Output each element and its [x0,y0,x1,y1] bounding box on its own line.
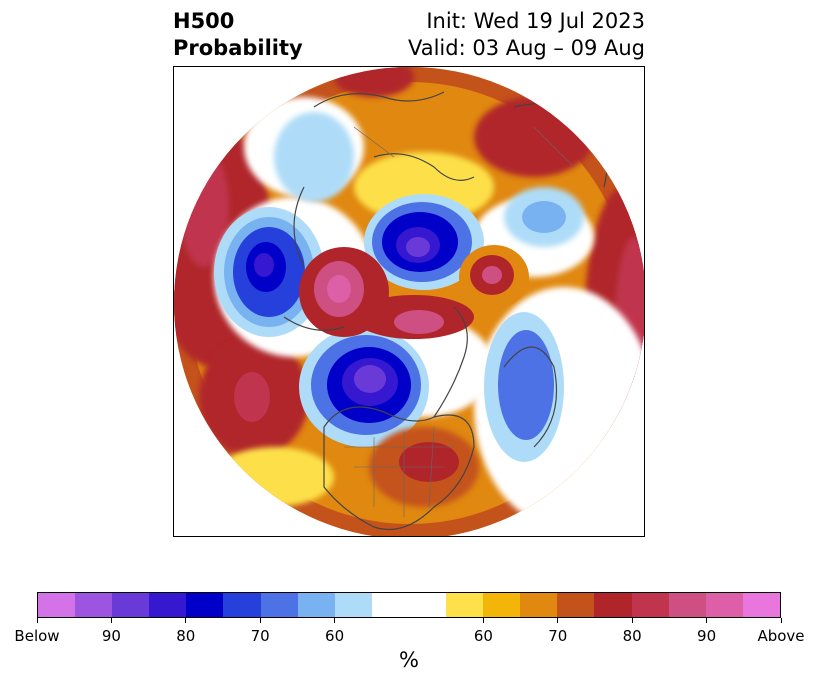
colorbar-segment [260,593,298,617]
probability-map-svg [174,67,644,536]
colorbar-tick-label: Below [14,627,60,645]
colorbar-segment [446,593,484,617]
colorbar-tick-label: 60 [325,627,345,645]
borders [344,126,575,517]
colorbar-tick-label: 80 [622,627,642,645]
colorbar-tick [185,618,187,623]
colorbar-unit: % [399,648,419,672]
colorbar-segment [705,593,743,617]
colorbar-tick-label: 80 [176,627,196,645]
colorbar-segment [408,593,447,617]
colorbar [37,592,781,618]
colorbar-segment [520,593,558,617]
valid-range: Valid: 03 Aug – 09 Aug [407,36,645,60]
colorbar-tick [482,618,484,623]
colorbar-segment [112,593,150,617]
colorbar-tick [631,618,633,623]
colorbar-tick-label: 60 [473,627,493,645]
colorbar-tick-label: 90 [697,627,717,645]
polar-map [173,66,645,537]
colorbar-tick [780,618,782,623]
colorbar-segment [75,593,113,617]
title-variable: H500 [173,9,235,33]
colorbar-tick-label: 90 [101,627,121,645]
colorbar-segment [557,593,595,617]
colorbar-tick [334,618,336,623]
colorbar-segment [668,593,706,617]
colorbar-tick-label: 70 [250,627,270,645]
colorbar-segment [371,593,409,617]
colorbar-segment [742,593,780,617]
colorbar-segment [334,593,372,617]
colorbar-segment [483,593,521,617]
colorbar-tick [706,618,708,623]
probability-field [174,67,644,536]
map-dates: Init: Wed 19 Jul 2023 Valid: 03 Aug – 09… [408,8,645,62]
colorbar-tick-label: Above [757,627,805,645]
colorbar-segment [631,593,669,617]
colorbar-segment [594,593,632,617]
title-product: Probability [173,36,303,60]
colorbar-segment [223,593,261,617]
colorbar-tick [36,618,38,623]
colorbar-tick [259,618,261,623]
colorbar-segment [149,593,187,617]
colorbar-tick [110,618,112,623]
map-title: H500 Probability [173,8,303,62]
colorbar-segment [186,593,224,617]
colorbar-tick-label: 70 [548,627,568,645]
colorbar-tick [557,618,559,623]
colorbar-segment [38,593,76,617]
init-date: Init: Wed 19 Jul 2023 [426,9,645,33]
colorbar-segment [297,593,335,617]
